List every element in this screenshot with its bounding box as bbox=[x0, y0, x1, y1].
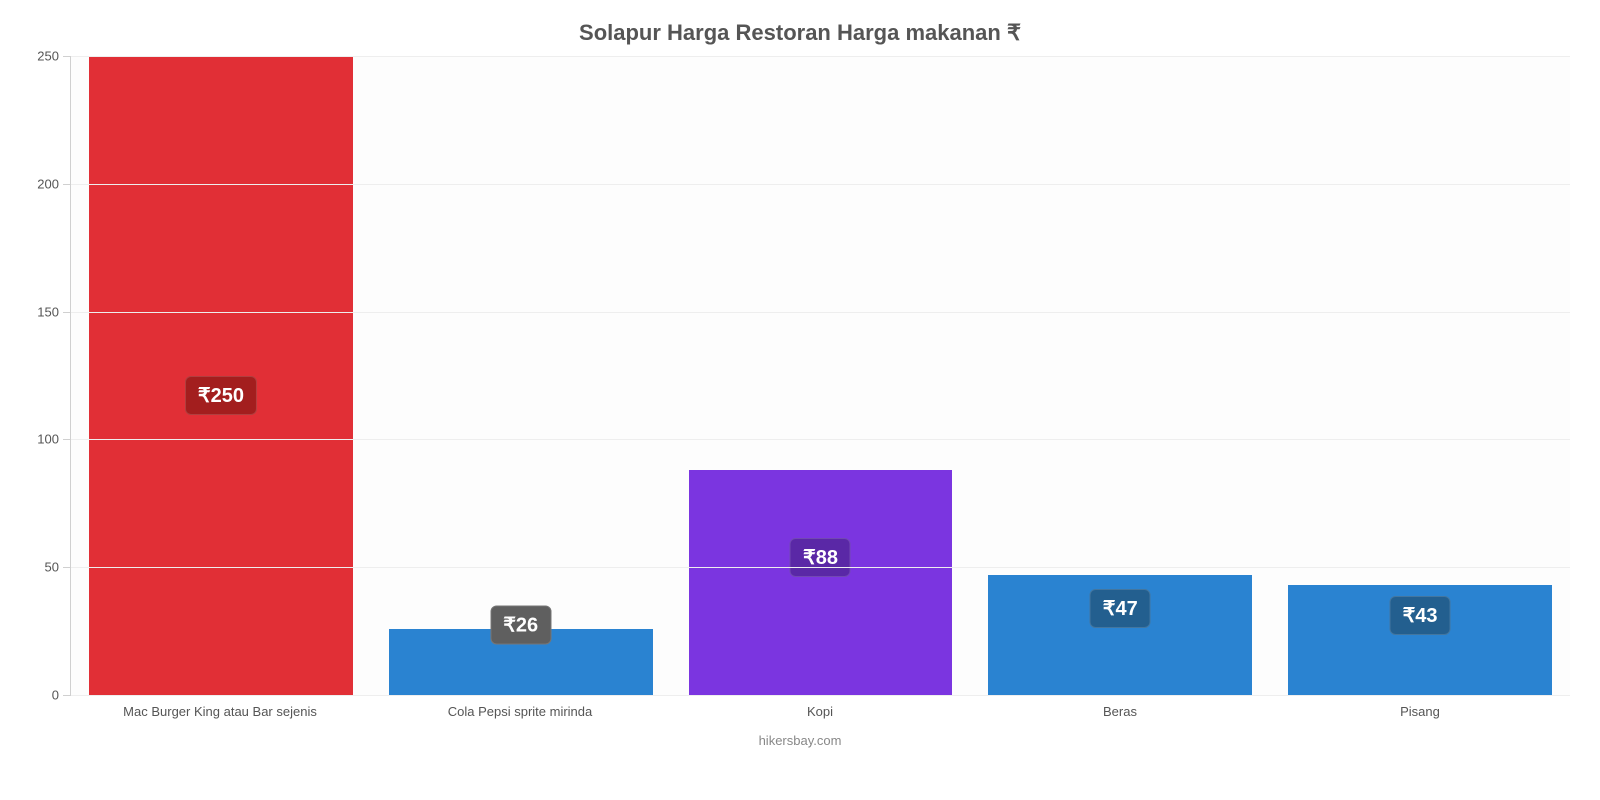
y-axis-label: 50 bbox=[45, 560, 71, 575]
y-axis-label: 100 bbox=[37, 432, 71, 447]
bar-slot: ₹26 bbox=[371, 56, 671, 695]
y-axis-label: 150 bbox=[37, 304, 71, 319]
bar: ₹43 bbox=[1288, 585, 1552, 695]
bar-slot: ₹43 bbox=[1270, 56, 1570, 695]
value-badge: ₹88 bbox=[790, 538, 851, 577]
gridline bbox=[71, 439, 1570, 440]
bar-slot: ₹47 bbox=[970, 56, 1270, 695]
y-axis-label: 250 bbox=[37, 49, 71, 64]
chart-footer: hikersbay.com bbox=[20, 733, 1580, 748]
bar: ₹47 bbox=[988, 575, 1252, 695]
chart-container: Solapur Harga Restoran Harga makanan ₹ ₹… bbox=[20, 20, 1580, 780]
bars-group: ₹250 ₹26 ₹88 ₹47 ₹43 bbox=[71, 56, 1570, 695]
value-badge: ₹43 bbox=[1390, 596, 1451, 635]
gridline bbox=[71, 695, 1570, 696]
x-axis-label: Cola Pepsi sprite mirinda bbox=[370, 704, 670, 719]
x-axis-label: Beras bbox=[970, 704, 1270, 719]
bar-slot: ₹88 bbox=[671, 56, 971, 695]
bar-slot: ₹250 bbox=[71, 56, 371, 695]
bar: ₹26 bbox=[389, 629, 653, 695]
gridline bbox=[71, 312, 1570, 313]
gridline bbox=[71, 184, 1570, 185]
gridline bbox=[71, 56, 1570, 57]
x-axis-label: Pisang bbox=[1270, 704, 1570, 719]
chart-title: Solapur Harga Restoran Harga makanan ₹ bbox=[20, 20, 1580, 46]
plot-area: ₹250₹26₹88₹47₹43 050100150200250 bbox=[70, 56, 1570, 696]
y-axis-label: 200 bbox=[37, 176, 71, 191]
value-badge: ₹47 bbox=[1090, 589, 1151, 628]
bar: ₹88 bbox=[689, 470, 953, 695]
x-axis-labels: Mac Burger King atau Bar sejenisCola Pep… bbox=[70, 704, 1570, 719]
x-axis-label: Kopi bbox=[670, 704, 970, 719]
x-axis-label: Mac Burger King atau Bar sejenis bbox=[70, 704, 370, 719]
bar: ₹250 bbox=[89, 56, 353, 695]
y-axis-label: 0 bbox=[52, 688, 71, 703]
value-badge: ₹250 bbox=[185, 376, 257, 415]
value-badge: ₹26 bbox=[490, 605, 551, 644]
gridline bbox=[71, 567, 1570, 568]
